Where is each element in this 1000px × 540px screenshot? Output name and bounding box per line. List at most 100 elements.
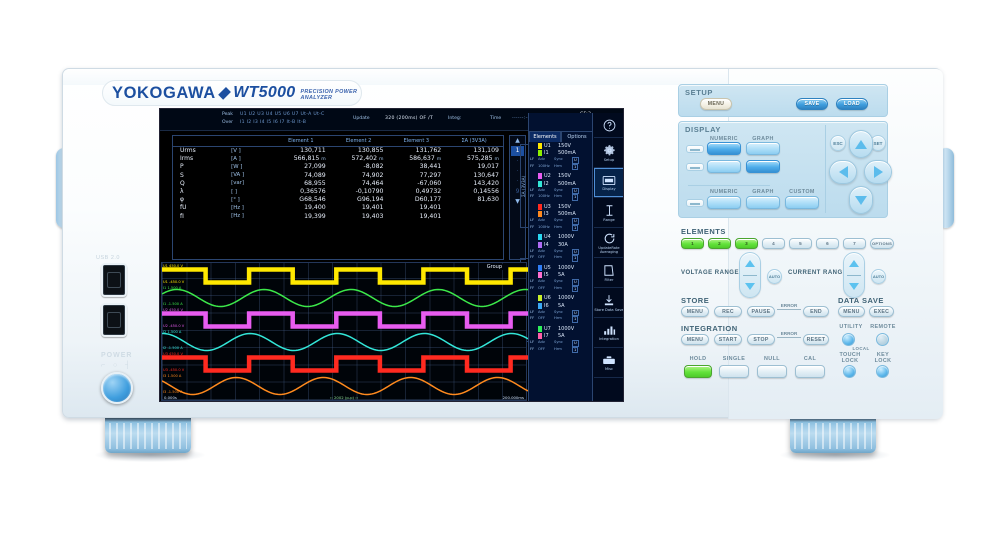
store-icon[interactable]: Store Data Save bbox=[593, 288, 623, 318]
cal-button[interactable] bbox=[795, 365, 825, 378]
selector-dot-2[interactable]: · bbox=[516, 168, 519, 175]
table-row[interactable]: P [W ] 27,099 -8,082 38,441 19,017 bbox=[173, 163, 503, 171]
voltage-auto-button[interactable]: AUTO bbox=[767, 269, 782, 284]
table-row[interactable]: S [VA ] 74,089 74,902 77,297 130,647 bbox=[173, 171, 503, 179]
element-current-row-7[interactable]: I7 5A bbox=[529, 333, 593, 341]
element-voltage-row-7[interactable]: U7 1000V bbox=[529, 325, 593, 333]
nav-down-button[interactable] bbox=[849, 186, 873, 214]
refresh-icon[interactable]: UpdateRate Averaging bbox=[593, 228, 623, 258]
element-group-7[interactable]: U7 1000V I7 5A LF Adv Sync U FF OFF Hrm 1 bbox=[529, 325, 593, 356]
element-button-2[interactable]: 2 bbox=[708, 238, 731, 249]
element-voltage-row-2[interactable]: U2 150V bbox=[529, 173, 593, 181]
table-row[interactable]: λ [ ] 0,36576 -0,10790 0,49732 0,14556 bbox=[173, 187, 503, 195]
power-button[interactable] bbox=[101, 372, 133, 404]
element-current-row-1[interactable]: I1 500mA bbox=[529, 150, 593, 158]
table-row[interactable]: fI [Hz ] 19,399 19,403 19,401 bbox=[173, 212, 503, 220]
element-group-2[interactable]: U2 150V I2 500mA LF Adv Sync U FF 100Hz Hrm 1 bbox=[529, 173, 593, 204]
element-group-4[interactable]: U4 1000V I4 30A LF Adv Sync U FF OFF Hrm 1 bbox=[529, 234, 593, 265]
usb-port-top[interactable] bbox=[101, 263, 127, 297]
element-current-row-6[interactable]: I6 5A bbox=[529, 302, 593, 310]
element-current-row-3[interactable]: I3 500mA bbox=[529, 211, 593, 219]
voltage-range-rocker[interactable] bbox=[739, 252, 761, 298]
gear-icon[interactable]: Setup bbox=[593, 138, 623, 168]
element-group-3[interactable]: U3 150V I3 500mA LF Adv Sync U FF 100Hz Hrm 1 bbox=[529, 203, 593, 234]
integration-menu-button[interactable]: MENU bbox=[681, 334, 709, 345]
element-group-1[interactable]: U1 150V I1 500mA LF Adv Sync U FF 100Hz Hrm 1 bbox=[529, 142, 593, 173]
nav-up-button[interactable] bbox=[849, 130, 873, 158]
nav-right-button[interactable] bbox=[864, 160, 892, 184]
table-row[interactable]: φ [° ] G68,546 G96,194 D60,177 81,630 bbox=[173, 196, 503, 204]
element-button-6[interactable]: 6 bbox=[816, 238, 839, 249]
selector-page-1[interactable]: 1 bbox=[511, 146, 524, 156]
element-voltage-row-5[interactable]: U5 1000V bbox=[529, 264, 593, 272]
touch-lock-led[interactable] bbox=[843, 365, 856, 378]
element-button-1[interactable]: 1 bbox=[681, 238, 704, 249]
integration-start-button[interactable]: START bbox=[714, 334, 742, 345]
usb-port-bottom[interactable] bbox=[101, 303, 127, 337]
elements-options-button[interactable]: OPTIONS bbox=[870, 238, 894, 249]
display-row3-indicator[interactable] bbox=[686, 199, 704, 207]
data-save-menu-button[interactable]: MENU bbox=[838, 306, 865, 317]
display-row2-graph-button[interactable] bbox=[746, 160, 780, 173]
display-row2-indicator[interactable] bbox=[686, 163, 704, 171]
filter-icon[interactable]: Filter bbox=[593, 258, 623, 288]
element-voltage-row-3[interactable]: U3 150V bbox=[529, 203, 593, 211]
current-range-down-icon[interactable] bbox=[849, 283, 859, 290]
table-row[interactable]: Irms [A ] 566,815 m 572,402 m 586,637 m 575,2… bbox=[173, 155, 503, 163]
display-row2-numeric-button[interactable] bbox=[707, 160, 741, 173]
element-current-row-4[interactable]: I4 30A bbox=[529, 241, 593, 249]
range-icon[interactable]: Range bbox=[593, 198, 623, 228]
store-end-button[interactable]: END bbox=[803, 306, 829, 317]
selector-down-arrow[interactable]: ▼ bbox=[515, 198, 520, 205]
display-row3-custom-button[interactable] bbox=[785, 196, 819, 209]
display-icon[interactable]: Display bbox=[593, 168, 623, 198]
page-selector[interactable]: ▲ 1 · · · 9 ▼ bbox=[509, 135, 526, 260]
setup-save-button[interactable]: SAVE bbox=[796, 98, 828, 110]
setup-load-button[interactable]: LOAD bbox=[836, 98, 868, 110]
element-button-7[interactable]: 7 bbox=[843, 238, 866, 249]
esc-button[interactable]: ESC bbox=[830, 135, 846, 151]
store-pause-button[interactable]: PAUSE bbox=[747, 306, 775, 317]
table-row[interactable]: Q [var] 68,955 74,464 -67,060 143,420 bbox=[173, 179, 503, 187]
remote-led[interactable] bbox=[876, 333, 889, 346]
display-row3-numeric-button[interactable] bbox=[707, 196, 741, 209]
element-button-3[interactable]: 3 bbox=[735, 238, 758, 249]
display-row3-graph-button[interactable] bbox=[746, 196, 780, 209]
setup-menu-button[interactable]: MENU bbox=[700, 98, 732, 110]
selector-page-9[interactable]: 9 bbox=[515, 188, 520, 195]
selector-up-arrow[interactable]: ▲ bbox=[515, 137, 520, 144]
current-auto-button[interactable]: AUTO bbox=[871, 269, 886, 284]
tab-elements[interactable]: Elements bbox=[529, 131, 561, 142]
null-button[interactable] bbox=[757, 365, 787, 378]
voltage-range-up-icon[interactable] bbox=[745, 260, 755, 267]
misc-icon[interactable]: Misc bbox=[593, 348, 623, 378]
element-current-row-5[interactable]: I5 5A bbox=[529, 272, 593, 280]
display-row1-numeric-button[interactable] bbox=[707, 142, 741, 155]
voltage-range-down-icon[interactable] bbox=[745, 283, 755, 290]
tab-options[interactable]: Options bbox=[561, 131, 593, 142]
element-button-4[interactable]: 4 bbox=[762, 238, 785, 249]
selector-dot-3[interactable]: · bbox=[516, 178, 519, 185]
help-icon[interactable] bbox=[593, 114, 623, 138]
element-voltage-row-1[interactable]: U1 150V bbox=[529, 142, 593, 150]
table-row[interactable]: fU [Hz ] 19,400 19,401 19,401 bbox=[173, 204, 503, 212]
integration-stop-button[interactable]: STOP bbox=[747, 334, 775, 345]
selector-dot-1[interactable]: · bbox=[516, 158, 519, 165]
element-group-6[interactable]: U6 1000V I6 5A LF Adv Sync U FF OFF Hrm 1 bbox=[529, 295, 593, 326]
table-row[interactable]: Urms [V ] 130,711 130,855 131,762 131,109 bbox=[173, 146, 503, 155]
element-voltage-row-4[interactable]: U4 1000V bbox=[529, 234, 593, 242]
element-current-row-2[interactable]: I2 500mA bbox=[529, 180, 593, 188]
current-range-rocker[interactable] bbox=[843, 252, 865, 298]
hold-button[interactable] bbox=[684, 365, 712, 378]
bars-icon[interactable]: Integration bbox=[593, 318, 623, 348]
element-voltage-row-6[interactable]: U6 1000V bbox=[529, 295, 593, 303]
integration-reset-button[interactable]: RESET bbox=[803, 334, 829, 345]
element-group-5[interactable]: U5 1000V I5 5A LF Adv Sync U FF OFF Hrm 1 bbox=[529, 264, 593, 295]
waveform-area[interactable]: U1 450.0 V U1 -450.0 V I1 1.500 A I1 -1.500… bbox=[161, 262, 528, 401]
display-row1-graph-button[interactable] bbox=[746, 142, 780, 155]
key-lock-led[interactable] bbox=[876, 365, 889, 378]
display-row1-indicator[interactable] bbox=[686, 145, 704, 153]
store-menu-button[interactable]: MENU bbox=[681, 306, 709, 317]
nav-left-button[interactable] bbox=[829, 160, 857, 184]
utility-led[interactable] bbox=[842, 333, 855, 346]
